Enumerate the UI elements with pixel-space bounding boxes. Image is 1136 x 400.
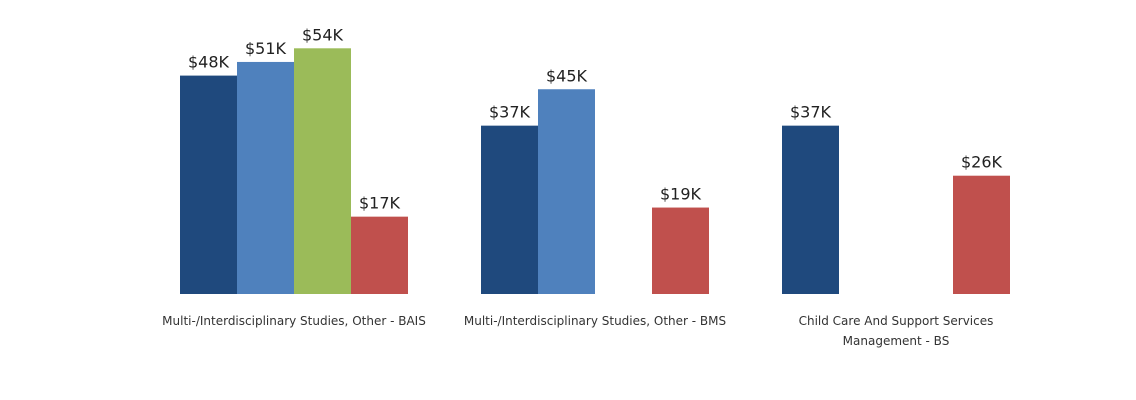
category-label-1-0: Multi-/Interdisciplinary Studies, Other … xyxy=(464,314,726,328)
data-label-2-0: $37K xyxy=(790,103,832,122)
bar-0-1 xyxy=(237,61,294,295)
bar-0-2 xyxy=(294,48,351,294)
bar-2-0 xyxy=(782,125,839,295)
bar-1-0 xyxy=(481,125,538,295)
data-label-1-3: $19K xyxy=(660,185,702,204)
data-label-0-3: $17K xyxy=(359,194,401,213)
data-label-0-2: $54K xyxy=(302,25,344,44)
category-label-2-0: Child Care And Support Services xyxy=(799,314,994,328)
data-label-0-0: $48K xyxy=(188,53,230,72)
bar-0-0 xyxy=(180,75,237,294)
category-label-0-0: Multi-/Interdisciplinary Studies, Other … xyxy=(162,314,426,328)
data-label-2-3: $26K xyxy=(961,153,1003,172)
data-label-1-0: $37K xyxy=(489,103,531,122)
data-label-0-1: $51K xyxy=(245,39,287,58)
bar-1-3 xyxy=(652,207,709,294)
bar-2-3 xyxy=(953,175,1010,294)
bar-1-1 xyxy=(538,89,595,294)
bar-0-3 xyxy=(351,216,408,294)
category-label-2-1: Management - BS xyxy=(843,334,950,348)
data-label-1-1: $45K xyxy=(546,66,588,85)
